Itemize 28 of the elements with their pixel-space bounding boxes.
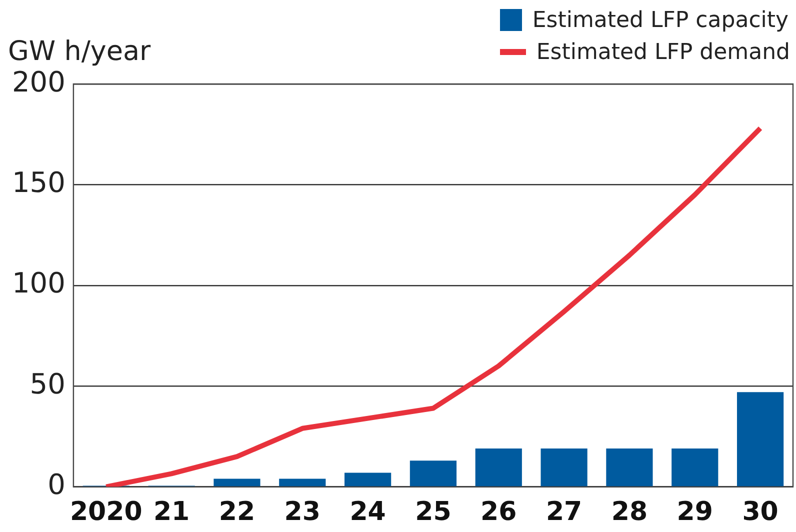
legend-label: Estimated LFP demand [536, 40, 790, 64]
bar [344, 472, 392, 486]
legend-label: Estimated LFP capacity [532, 8, 789, 32]
bar [672, 448, 718, 486]
x-tick-label: 29 [676, 497, 713, 528]
x-tick-label: 26 [480, 497, 517, 528]
bar [540, 448, 588, 486]
bar [214, 478, 260, 486]
bar [279, 478, 326, 486]
x-tick-label: 30 [742, 497, 778, 528]
y-tick-label: 150 [12, 166, 66, 199]
x-tick-label: 27 [546, 497, 582, 528]
y-tick-label: 100 [12, 266, 66, 300]
bar [475, 448, 522, 486]
x-tick-label: 23 [284, 497, 320, 528]
x-tick-label: 21 [153, 497, 190, 528]
y-axis-title: GW h/year [8, 36, 151, 67]
x-tick-label: 28 [611, 497, 648, 528]
x-tick-label: 25 [415, 497, 452, 528]
x-tick-label: 2020 [70, 497, 142, 528]
y-tick-label: 0 [48, 468, 66, 502]
x-tick-label: 24 [350, 497, 386, 528]
y-tick-label: 50 [30, 367, 66, 400]
bar [606, 448, 653, 486]
y-tick-label: 200 [12, 65, 66, 98]
bar [410, 460, 457, 486]
bar [736, 392, 784, 486]
x-tick-label: 22 [218, 497, 256, 528]
